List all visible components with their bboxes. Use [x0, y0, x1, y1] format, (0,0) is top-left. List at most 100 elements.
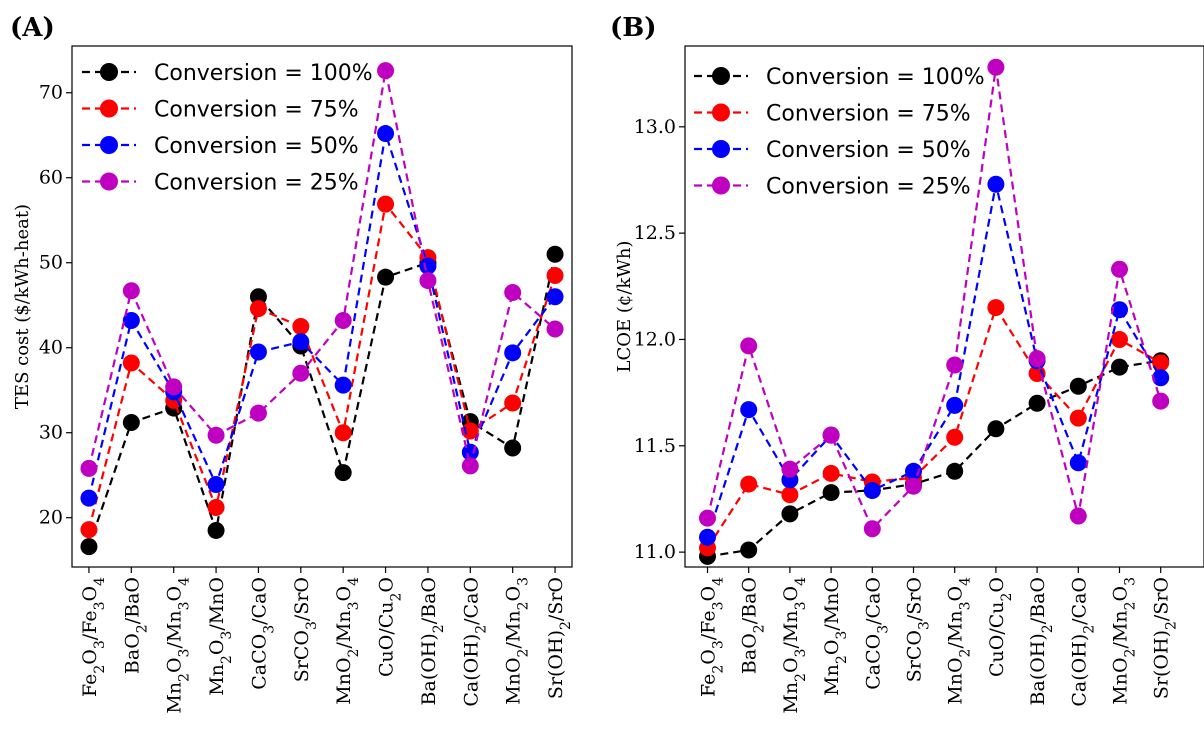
panel-b-x-tick-label: BaO2/BaO [739, 577, 768, 674]
panel-a-series-2-point [334, 376, 352, 394]
panel-a-series-3-point [165, 378, 183, 396]
panel-a-series-line-3 [87, 70, 556, 469]
panel-a-series-0-point [80, 538, 98, 556]
panel-a-series-2-point [419, 257, 437, 275]
panel-b-series-2-point [987, 175, 1005, 193]
panel-a-series-3-point [419, 272, 437, 290]
panel-b-x-tick-label: MnO2/Mn2O3 [1110, 577, 1139, 705]
panel-b-series-1-point [822, 464, 840, 482]
panel-a-legend-marker-0 [100, 63, 118, 81]
panel-b-series-0-point [822, 484, 840, 502]
panel-b-series-line-2 [706, 183, 1162, 538]
panel-a-legend-entry-1: Conversion = 75% [154, 98, 359, 123]
panel-b-series-0-point [987, 420, 1005, 438]
panel-a-legend-entry-3: Conversion = 25% [154, 171, 359, 196]
panel-a-x-tick-label: Fe2O3/Fe3O4 [79, 577, 108, 697]
panel-b-series-1-point [1069, 409, 1087, 427]
panel-b-plot-frame [684, 45, 1204, 568]
panel-a-series-3-point [80, 459, 98, 477]
panel-a-x-tick-label: Sr(OH)2/SrO [545, 577, 574, 699]
panel-a-series-0-point [334, 464, 352, 482]
panel-b-series-1-point [987, 299, 1005, 317]
panel-a-y-tick-label: 70 [39, 82, 63, 104]
panel-b-x-tick-label: MnO2/Mn3O4 [945, 577, 974, 705]
panel-a-series-3-point [122, 282, 140, 300]
panel-a-series-1-point [546, 266, 564, 284]
panel-a-series-0-point [377, 268, 395, 286]
panel-a-y-tick-label: 40 [39, 337, 63, 359]
panel-a-series-3-point [504, 283, 522, 301]
panel-b-y-tick-label: 11.5 [634, 435, 676, 457]
panel-a-series-line-0 [87, 253, 557, 547]
panel-a-legend-marker-3 [100, 172, 118, 191]
panel-a-y-tick-label: 50 [39, 252, 63, 274]
panel-b-series-3-point [863, 520, 881, 538]
panel-a-legend-entry-2: Conversion = 50% [154, 134, 359, 159]
panel-b-x-tick-label: Ba(OH)2/BaO [1027, 577, 1056, 705]
panel-b: (B) 11.0 11.5 12.0 12.5 13.0 LCOE (¢/kWh) Fe2O3… [610, 13, 1204, 714]
panel-b-x-tick-label: Sr(OH)2/SrO [1151, 577, 1180, 699]
panel-b-series-1-point [740, 475, 758, 493]
panel-a-x-tick-label: CaCO3/CaO [248, 577, 277, 690]
panel-a-series-1-point [334, 424, 352, 442]
panel-a-series-3-point [207, 426, 225, 444]
panel-a-label: (A) [10, 13, 55, 43]
panel-a-series-2-point [292, 333, 310, 351]
panel-a-series-1-point [504, 394, 522, 412]
panel-a-y-tick-label: 20 [39, 507, 63, 529]
panel-b-y-tick-label: 11.0 [634, 541, 676, 563]
panel-b-series-3-point [699, 509, 716, 527]
panel-b-x-tick-label: CaCO3/CaO [862, 577, 891, 690]
panel-a-series-1-point [122, 354, 140, 372]
panel-b-series-0-point [1028, 394, 1046, 412]
panel-a-series-2-point [80, 489, 98, 507]
panel-b-x-tick-label: Mn2O3/Mn3O4 [780, 577, 809, 714]
panel-a-series-3-point [249, 404, 267, 422]
panel-b-y-tick-label: 12.0 [634, 328, 676, 350]
panel-b-x-tick-label: Mn2O3/MnO [821, 577, 850, 696]
panel-b-series-1-point [1152, 354, 1170, 372]
panel-b-legend-entry-2: Conversion = 50% [766, 138, 971, 163]
panel-b-series-3-point [1028, 350, 1046, 368]
panel-b-series-line-3 [706, 67, 1162, 531]
panel-a-series-1-point [292, 317, 310, 335]
panel-a-series-2-point [249, 343, 267, 361]
panel-b-series-3-point [987, 58, 1005, 76]
panel-a-x-tick-label: Mn2O3/Mn3O4 [164, 577, 193, 714]
panel-b-legend-entry-3: Conversion = 25% [766, 175, 971, 200]
panel-b-label: (B) [610, 13, 657, 43]
panel-b-series-0-point [740, 541, 758, 559]
panel-b-series-0-point [781, 505, 799, 523]
panel-a-series-2-point [122, 312, 140, 330]
panel-a-y-tick-label: 30 [39, 422, 63, 444]
panel-b-series-0-point [1111, 358, 1128, 376]
panel-a-series-0-point [207, 521, 225, 539]
panel-a-series-0-point [122, 414, 140, 432]
panel-b-series-2-point [1111, 301, 1128, 319]
panel-b-legend-marker-0 [712, 67, 730, 85]
panel-b-series-2-point [1069, 454, 1087, 472]
panel-a-plot-frame [71, 45, 573, 568]
panel-a-series-3-point [461, 457, 479, 475]
panel-a: (A) 20 30 40 50 60 70 TES cost ($/kWh-heat) Fe2O… [10, 13, 574, 714]
panel-b-legend-marker-1 [712, 103, 730, 122]
panel-a-series-2-point [504, 344, 522, 362]
panel-a-series-3-point [334, 312, 352, 330]
panel-a-series-0-point [249, 288, 267, 306]
panel-a-series-1-point [249, 300, 267, 318]
panel-b-x-tick-label: Fe2O3/Fe3O4 [698, 577, 727, 697]
panel-b-legend-entry-1: Conversion = 75% [766, 102, 971, 127]
panel-a-x-tick-label: SrCO3/SrO [291, 577, 320, 682]
panel-b-series-3-point [781, 460, 799, 478]
panel-a-series-3-point [546, 320, 564, 338]
panel-a-x-tick-label: BaO2/BaO [121, 577, 150, 674]
panel-b-series-0-point [946, 462, 964, 480]
panel-b-series-3-point [822, 426, 840, 444]
panel-a-series-3-point [377, 62, 395, 80]
panel-b-series-2-point [699, 528, 716, 546]
panel-a-x-tick-label: Ba(OH)2/BaO [418, 577, 447, 705]
panel-b-legend-entry-0: Conversion = 100% [766, 65, 985, 90]
panel-b-series-1-point [781, 486, 799, 504]
panel-a-series-1-point [80, 521, 98, 539]
